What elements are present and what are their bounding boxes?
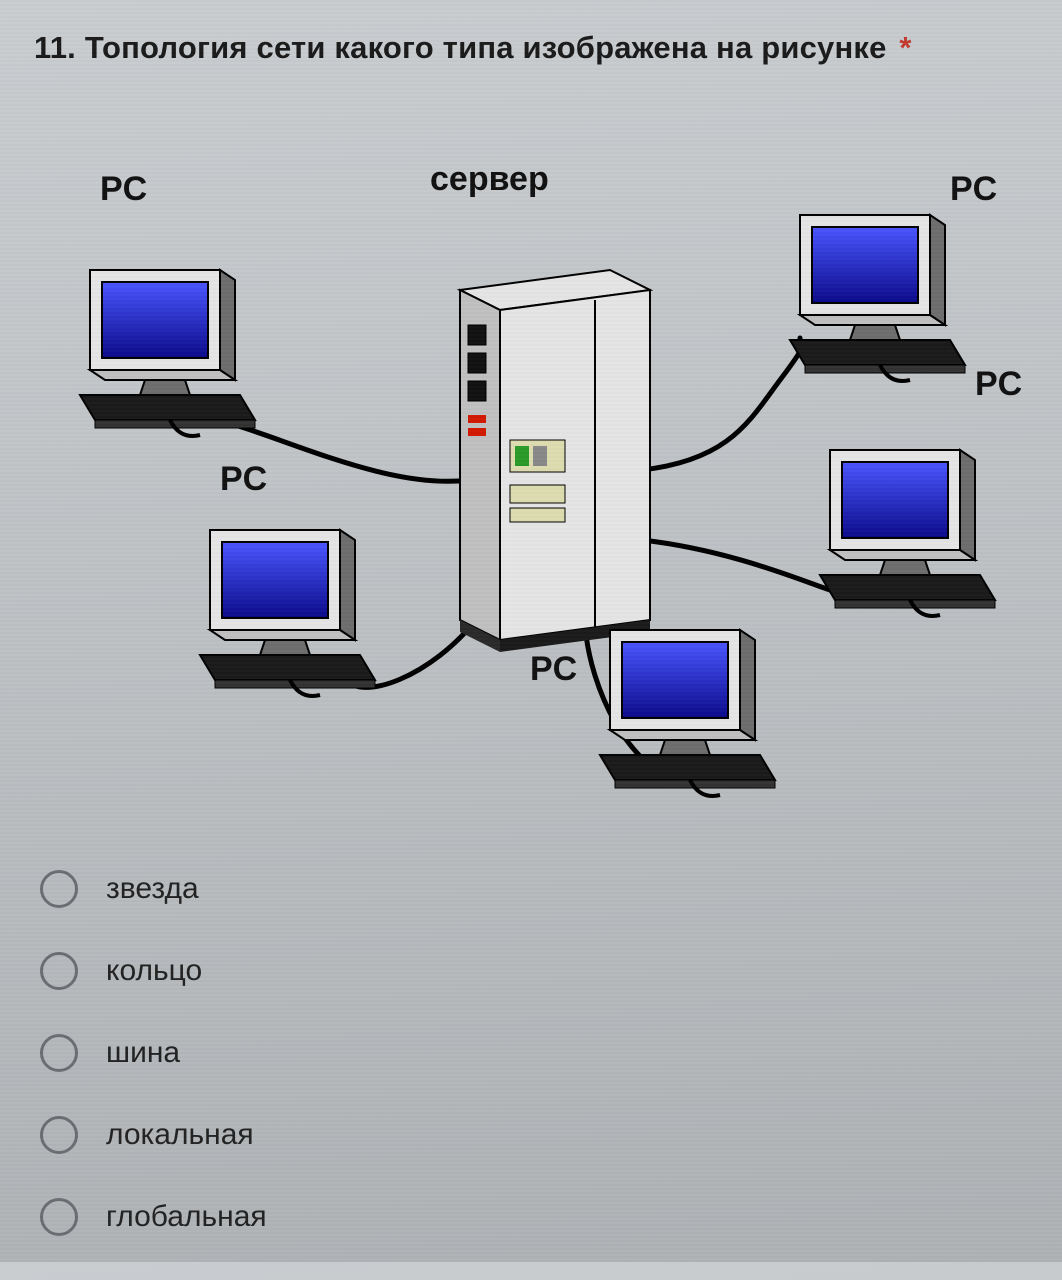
option-label: звезда bbox=[106, 872, 199, 906]
diagram-svg: сервер PC PC PC PC PC bbox=[30, 120, 1030, 840]
pc-label: PC bbox=[950, 170, 997, 208]
radio-global[interactable] bbox=[40, 1198, 78, 1236]
option-label: глобальная bbox=[106, 1200, 267, 1234]
question-text: 11. Топология сети какого типа изображен… bbox=[34, 30, 1028, 66]
pc-label: PC bbox=[100, 170, 147, 208]
question-number: 11. bbox=[34, 30, 76, 65]
pc-label: PC bbox=[530, 650, 577, 688]
radio-local[interactable] bbox=[40, 1116, 78, 1154]
option-bus[interactable]: шина bbox=[40, 1034, 267, 1072]
network-topology-diagram: сервер PC PC PC PC PC bbox=[30, 120, 1030, 820]
server-label: сервер bbox=[430, 160, 549, 198]
pc-label: PC bbox=[220, 460, 267, 498]
required-asterisk: * bbox=[899, 30, 911, 65]
option-ring[interactable]: кольцо bbox=[40, 952, 267, 990]
pc-label: PC bbox=[975, 365, 1022, 403]
option-star[interactable]: звезда bbox=[40, 870, 267, 908]
question-body: Топология сети какого типа изображена на… bbox=[85, 30, 887, 65]
option-label: шина bbox=[106, 1036, 180, 1070]
option-global[interactable]: глобальная bbox=[40, 1198, 267, 1236]
radio-star[interactable] bbox=[40, 870, 78, 908]
option-label: кольцо bbox=[106, 954, 202, 988]
answer-options: звезда кольцо шина локальная глобальная bbox=[40, 870, 267, 1280]
option-local[interactable]: локальная bbox=[40, 1116, 267, 1154]
option-label: локальная bbox=[106, 1118, 254, 1152]
radio-ring[interactable] bbox=[40, 952, 78, 990]
radio-bus[interactable] bbox=[40, 1034, 78, 1072]
